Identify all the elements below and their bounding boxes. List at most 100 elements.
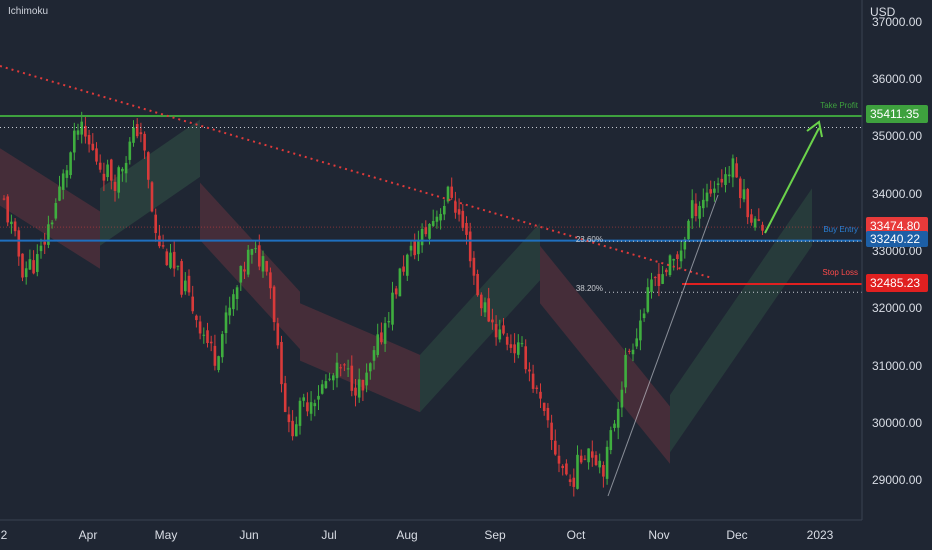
- candle-up: [616, 408, 620, 428]
- candle-up: [50, 222, 54, 225]
- candle-up: [731, 158, 735, 178]
- candle-up: [73, 130, 76, 153]
- y-tick-label: 35000.00: [872, 129, 922, 143]
- candle-up: [169, 252, 172, 268]
- candle-down: [343, 364, 346, 366]
- candle-up: [713, 188, 716, 193]
- candle-up: [428, 223, 431, 239]
- candle-down: [513, 344, 516, 354]
- candle-down: [195, 315, 198, 321]
- fib-236-label: 23.60%: [576, 235, 603, 244]
- candle-down: [161, 245, 165, 247]
- candle-up: [317, 395, 320, 400]
- candle-up: [365, 372, 368, 386]
- x-tick-label: Oct: [567, 528, 586, 542]
- candle-up: [668, 255, 672, 276]
- candle-up: [387, 321, 391, 323]
- candle-up: [742, 189, 746, 200]
- candle-down: [750, 214, 753, 223]
- candle-up: [47, 224, 50, 245]
- candle-up: [121, 168, 124, 172]
- candle-up: [642, 313, 646, 319]
- candle-up: [372, 350, 376, 361]
- candle-down: [542, 402, 546, 411]
- candle-down: [198, 321, 202, 334]
- price-axis[interactable]: 37000.00 36000.00 35000.00 34000.00 3300…: [861, 0, 932, 550]
- candle-up: [76, 130, 80, 135]
- y-tick-label: 34000.00: [872, 187, 922, 201]
- candle-down: [509, 344, 513, 348]
- candle-down: [113, 181, 117, 191]
- take-profit-label: Take Profit: [820, 101, 859, 110]
- candle-up: [228, 307, 231, 316]
- candle-down: [531, 373, 535, 389]
- candle-down: [565, 463, 568, 475]
- stop-loss-tag: 32485.23: [866, 274, 928, 292]
- y-tick-label: 31000.00: [872, 359, 922, 373]
- candle-up: [309, 402, 313, 414]
- candle-down: [135, 124, 139, 137]
- candle-up: [698, 205, 701, 219]
- candle-up: [254, 248, 257, 250]
- candle-down: [84, 125, 87, 137]
- time-axis[interactable]: 2 Apr May Jun Jul Aug Sep Oct Nov Dec 20…: [0, 519, 932, 550]
- candle-down: [95, 148, 98, 162]
- candle-up: [702, 199, 705, 209]
- candle-up: [58, 186, 61, 201]
- candle-down: [413, 240, 416, 256]
- candle-down: [150, 182, 154, 212]
- candle-down: [535, 387, 539, 389]
- candle-up: [446, 186, 450, 202]
- candle-down: [361, 379, 365, 391]
- candle-down: [457, 209, 461, 215]
- candle-up: [176, 265, 180, 267]
- candle-up: [235, 287, 239, 300]
- x-tick-label: Aug: [396, 528, 417, 542]
- candle-up: [417, 240, 420, 255]
- x-tick-label: Dec: [726, 528, 747, 542]
- candle-down: [402, 266, 405, 272]
- x-tick-label: Apr: [79, 528, 98, 542]
- candle-down: [339, 367, 342, 369]
- candle-up: [335, 362, 339, 379]
- candle-down: [480, 294, 483, 309]
- candle-up: [690, 200, 694, 219]
- candle-up: [313, 403, 317, 407]
- candle-down: [98, 162, 102, 170]
- x-tick-label: May: [155, 528, 178, 542]
- candle-down: [476, 273, 479, 296]
- candle-down: [572, 477, 576, 487]
- candle-up: [679, 250, 683, 262]
- cloud-segment: [0, 148, 100, 269]
- candle-up: [54, 202, 58, 219]
- candle-down: [154, 214, 157, 234]
- candle-up: [132, 127, 135, 143]
- candle-down: [350, 365, 354, 391]
- candle-down: [657, 273, 661, 286]
- candle-down: [450, 186, 453, 198]
- candle-down: [591, 451, 594, 458]
- candle-down: [147, 152, 150, 180]
- candle-up: [613, 423, 616, 428]
- stop-loss-label: Stop Loss: [822, 268, 858, 277]
- candle-up: [598, 460, 601, 468]
- projection-arrow-line: [764, 127, 820, 234]
- candle-down: [524, 346, 527, 370]
- candle-down: [487, 298, 490, 322]
- candle-down: [676, 254, 679, 260]
- candle-down: [628, 350, 631, 352]
- candle-up: [753, 218, 757, 228]
- x-tick-label: Sep: [484, 528, 506, 542]
- candle-down: [557, 455, 561, 464]
- candle-down: [91, 143, 95, 150]
- ichimoku-cloud: [0, 119, 812, 464]
- candle-down: [746, 189, 749, 218]
- currency-label: USD: [870, 5, 896, 19]
- candle-down: [209, 341, 213, 344]
- candle-down: [665, 269, 668, 273]
- candle-up: [184, 280, 187, 292]
- candle-up: [683, 239, 687, 250]
- candle-down: [761, 224, 764, 231]
- candle-down: [465, 222, 468, 235]
